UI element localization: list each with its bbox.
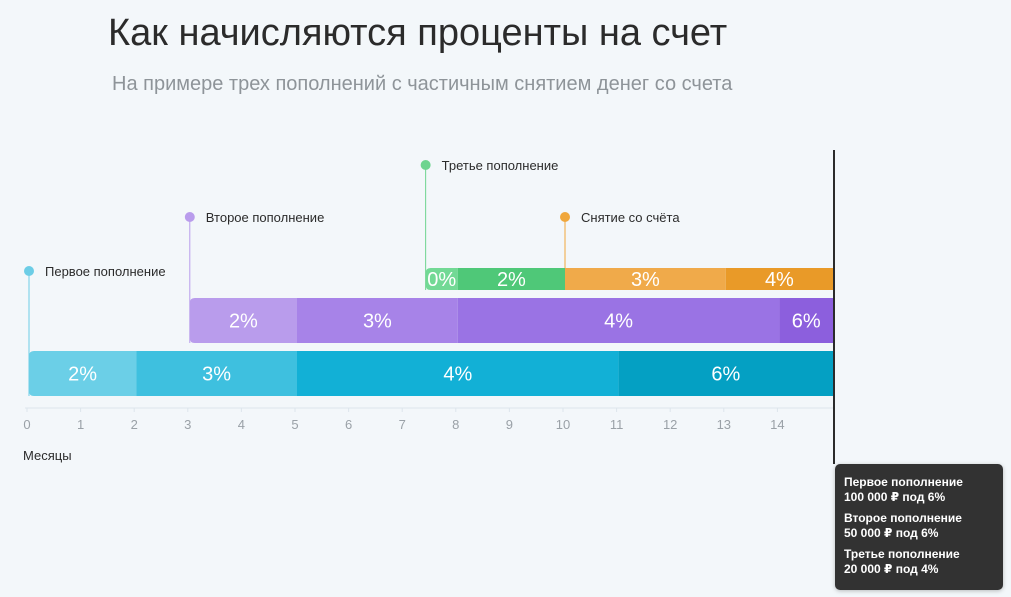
x-tick-label: 13 [717,417,731,432]
tooltip-item-amount: 20 000 ₽ под 4% [844,562,939,576]
chart-title: Как начисляются проценты на счет [108,12,728,54]
bar-segment-label: 3% [363,311,392,333]
tooltip-item-amount: 100 000 ₽ под 6% [844,490,946,504]
x-tick-label: 5 [291,417,298,432]
x-tick-label: 8 [452,417,459,432]
x-tick-label: 7 [399,417,406,432]
tooltip-item-2: Второе пополнение 50 000 ₽ под 6% [844,511,994,541]
bar-segment-label: 6% [711,364,740,386]
bar-segment-label: 2% [68,364,97,386]
bar-segment-label: 4% [765,269,794,291]
bar-segment [565,268,726,290]
tooltip-item-1: Первое пополнение 100 000 ₽ под 6% [844,475,994,505]
row-marker-dot [420,160,431,170]
bar-segment [297,298,458,343]
bar-segment [779,298,833,343]
bar-segment-label: 2% [497,269,526,291]
event-label: Снятие со счёта [581,210,680,225]
x-tick-label: 4 [238,417,245,432]
x-tick-label: 2 [131,417,138,432]
x-tick-label: 12 [663,417,677,432]
bar-segment [297,351,619,396]
bar-segment [189,298,297,343]
x-tick-label: 14 [770,417,784,432]
bar-segment [618,351,833,396]
bar-segment-label: 2% [229,311,258,333]
bar-segment-label: 4% [443,364,472,386]
tooltip-item-3: Третье пополнение 20 000 ₽ под 4% [844,547,994,577]
x-tick-label: 1 [77,417,84,432]
bar-segment [136,351,297,396]
x-tick-label: 3 [184,417,191,432]
bar-segment-label: 3% [202,364,231,386]
bar-segment [29,351,137,396]
row-marker-dot [184,212,195,222]
x-tick-label: 10 [556,417,570,432]
bar-segment [725,268,833,290]
x-tick-label: 0 [23,417,30,432]
tooltip-item-name: Третье пополнение [844,547,960,561]
row-label: Первое пополнение [45,264,166,279]
bar-segment [457,298,780,343]
row-label: Третье пополнение [442,158,559,173]
bar-segment [425,268,458,290]
chart-subtitle: На примере трех пополнений с частичным с… [112,73,733,95]
bar-segment-label: 4% [604,311,633,333]
values-tooltip: Первое пополнение 100 000 ₽ под 6% Второ… [835,464,1003,590]
bar-segment-label: 0% [427,269,456,291]
x-tick-label: 6 [345,417,352,432]
x-tick-label: 11 [610,417,624,432]
bar-segment-label: 6% [792,311,821,333]
row-label: Второе пополнение [206,210,324,225]
x-tick-label: 9 [506,417,513,432]
tooltip-item-name: Первое пополнение [844,475,963,489]
tooltip-item-name: Второе пополнение [844,511,962,525]
x-axis-label: Месяцы [23,448,72,463]
row-marker-dot [24,266,34,276]
event-marker-dot [560,212,570,222]
bar-segment [457,268,565,290]
tooltip-item-amount: 50 000 ₽ под 6% [844,526,939,540]
bar-segment-label: 3% [631,269,660,291]
